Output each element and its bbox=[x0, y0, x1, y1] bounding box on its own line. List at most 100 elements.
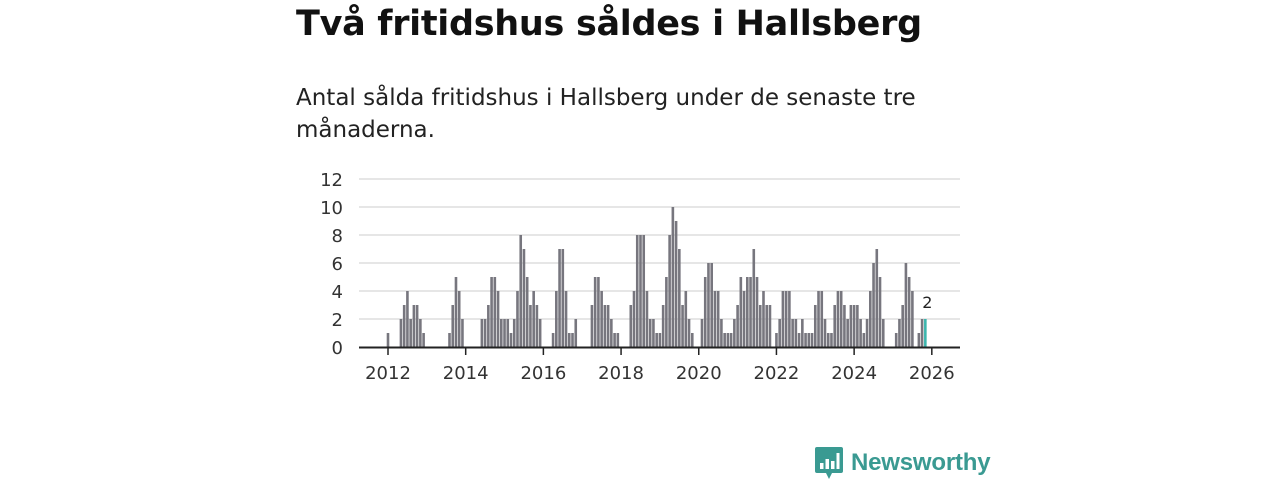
bar bbox=[597, 277, 600, 347]
bar bbox=[817, 291, 820, 347]
bar bbox=[849, 305, 853, 347]
bar bbox=[801, 319, 804, 347]
bar bbox=[519, 235, 523, 347]
bar bbox=[862, 333, 866, 347]
bar bbox=[606, 305, 610, 347]
bar bbox=[668, 235, 671, 347]
bar bbox=[610, 319, 613, 347]
bar bbox=[419, 319, 422, 347]
bar bbox=[742, 291, 746, 347]
bar bbox=[710, 263, 713, 347]
y-tick-label: 12 bbox=[320, 170, 343, 191]
latest-value-label: 2 bbox=[922, 293, 932, 312]
bar bbox=[781, 291, 785, 347]
bar bbox=[532, 291, 535, 347]
bar bbox=[736, 305, 739, 347]
bar bbox=[490, 277, 493, 347]
bar bbox=[778, 319, 781, 347]
bar bbox=[457, 291, 461, 347]
bar bbox=[632, 291, 636, 347]
x-tick-label: 2018 bbox=[598, 363, 644, 384]
bar bbox=[661, 305, 665, 347]
x-tick-label: 2020 bbox=[676, 363, 722, 384]
bar bbox=[409, 319, 412, 347]
bar bbox=[762, 291, 765, 347]
x-tick-label: 2016 bbox=[520, 363, 566, 384]
bar bbox=[567, 333, 571, 347]
bar bbox=[898, 319, 901, 347]
bar bbox=[752, 249, 756, 347]
bar bbox=[746, 277, 749, 347]
bar bbox=[901, 305, 904, 347]
bar bbox=[878, 277, 882, 347]
bar bbox=[713, 291, 717, 347]
bar bbox=[869, 291, 872, 347]
bar bbox=[820, 291, 824, 347]
bar bbox=[687, 319, 691, 347]
bar bbox=[881, 319, 885, 347]
bar bbox=[733, 319, 736, 347]
bar bbox=[826, 333, 830, 347]
bar bbox=[402, 305, 406, 347]
y-axis-ticks: 0 2 4 6 8 10 12 bbox=[320, 170, 343, 359]
bar bbox=[875, 249, 879, 347]
bar bbox=[655, 333, 658, 347]
newsworthy-logo[interactable]: Newsworthy bbox=[815, 446, 991, 480]
bar-highlight bbox=[924, 319, 927, 347]
y-tick-label: 2 bbox=[332, 310, 343, 331]
chart-title: Två fritidshus såldes i Hallsberg bbox=[296, 4, 922, 44]
bar bbox=[797, 333, 801, 347]
bar bbox=[775, 333, 778, 347]
bar bbox=[535, 305, 539, 347]
bar bbox=[412, 305, 416, 347]
bar bbox=[406, 291, 409, 347]
bar bbox=[846, 319, 849, 347]
bar bbox=[487, 305, 490, 347]
bar bbox=[707, 263, 710, 347]
brand-name: Newsworthy bbox=[851, 449, 991, 476]
bar bbox=[571, 333, 574, 347]
bar bbox=[493, 277, 497, 347]
y-tick-label: 6 bbox=[332, 254, 343, 275]
bar bbox=[529, 305, 532, 347]
bar bbox=[590, 305, 594, 347]
bar bbox=[700, 319, 704, 347]
x-axis-ticks: 2012 2014 2016 2018 2020 2022 2024 2026 bbox=[359, 346, 960, 384]
bar bbox=[859, 319, 862, 347]
bar bbox=[810, 333, 814, 347]
bar bbox=[865, 319, 869, 347]
bar bbox=[639, 235, 642, 347]
x-tick-label: 2026 bbox=[909, 363, 955, 384]
bar bbox=[558, 249, 561, 347]
bar bbox=[681, 305, 684, 347]
bar bbox=[454, 277, 458, 347]
bar bbox=[538, 319, 542, 347]
bar bbox=[852, 305, 856, 347]
bar bbox=[920, 319, 924, 347]
bar bbox=[720, 319, 723, 347]
bar bbox=[807, 333, 811, 347]
bar bbox=[791, 319, 794, 347]
bar bbox=[755, 277, 759, 347]
bar bbox=[496, 291, 500, 347]
bar bbox=[784, 291, 788, 347]
bars bbox=[386, 207, 927, 347]
bar bbox=[448, 333, 451, 347]
bar bbox=[671, 207, 675, 347]
bar bbox=[665, 277, 668, 347]
bar bbox=[804, 333, 807, 347]
bar bbox=[613, 333, 616, 347]
bar bbox=[415, 305, 419, 347]
bar bbox=[551, 333, 555, 347]
bar bbox=[652, 319, 655, 347]
bar bbox=[833, 305, 837, 347]
bar bbox=[399, 319, 403, 347]
bar bbox=[836, 291, 840, 347]
bar bbox=[794, 319, 798, 347]
bar bbox=[739, 277, 743, 347]
x-tick-label: 2014 bbox=[443, 363, 489, 384]
bar bbox=[768, 305, 772, 347]
bar bbox=[648, 319, 652, 347]
bar bbox=[749, 277, 752, 347]
